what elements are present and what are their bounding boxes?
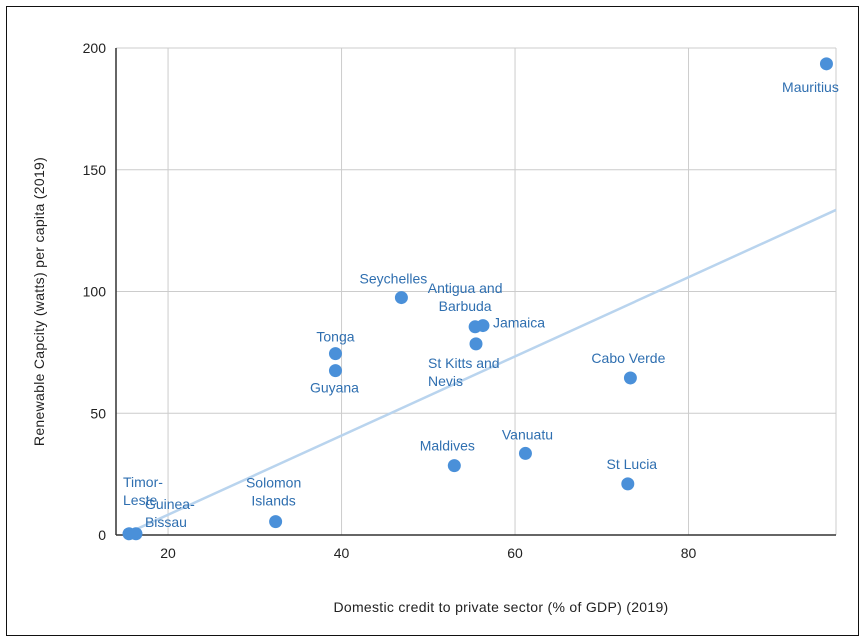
trendline-group — [128, 208, 837, 534]
chart-frame — [6, 6, 859, 636]
point-label: Bissau — [145, 514, 187, 530]
point-label: St Lucia — [607, 456, 658, 472]
point-label: Guyana — [310, 380, 359, 396]
point-label: Jamaica — [493, 315, 545, 331]
data-point[interactable] — [621, 477, 635, 491]
y-tick-label: 0 — [98, 527, 106, 543]
point-label: Maldives — [420, 438, 475, 454]
x-tick-label: 20 — [160, 545, 176, 561]
data-point[interactable] — [819, 57, 833, 71]
point-label: Barbuda — [439, 298, 492, 314]
data-point[interactable] — [328, 347, 342, 361]
point-label: Vanuatu — [502, 426, 553, 442]
data-point[interactable] — [447, 459, 461, 473]
grid-lines — [116, 47, 837, 535]
y-tick-label: 150 — [83, 162, 107, 178]
y-tick-label: 50 — [90, 405, 106, 421]
point-label: Solomon — [246, 475, 301, 491]
y-axis-title: Renewable Capcity (watts) per capita (20… — [31, 157, 47, 446]
x-tick-label: 60 — [507, 545, 523, 561]
data-point[interactable] — [269, 515, 283, 529]
trendline — [128, 208, 837, 534]
point-label: Timor- — [123, 474, 163, 490]
data-point[interactable] — [394, 291, 408, 305]
x-tick-label: 80 — [681, 545, 697, 561]
point-label: Leste — [123, 492, 157, 508]
point-label: Seychelles — [360, 271, 428, 287]
point-label: Guinea- — [145, 496, 195, 512]
data-point[interactable] — [623, 371, 637, 385]
data-point[interactable] — [328, 364, 342, 378]
point-label: Cabo Verde — [591, 350, 665, 366]
point-label: St Kitts and — [428, 355, 500, 371]
point-label: Antigua and — [428, 280, 503, 296]
point-label: Islands — [251, 493, 295, 509]
data-point[interactable] — [476, 319, 490, 333]
x-tick-label: 40 — [334, 545, 350, 561]
points-group — [122, 57, 833, 541]
data-point[interactable] — [469, 337, 483, 351]
x-axis-title: Domestic credit to private sector (% of … — [333, 599, 668, 615]
data-point[interactable] — [129, 527, 143, 541]
point-label: Tonga — [316, 329, 354, 345]
axes: 20 40 60 80 0 50 100 150 200 — [83, 40, 836, 561]
data-point[interactable] — [518, 446, 532, 460]
y-tick-label: 100 — [83, 284, 107, 300]
y-tick-label: 200 — [83, 40, 107, 56]
point-label: Mauritius — [782, 79, 839, 95]
point-label: Nevis — [428, 373, 463, 389]
